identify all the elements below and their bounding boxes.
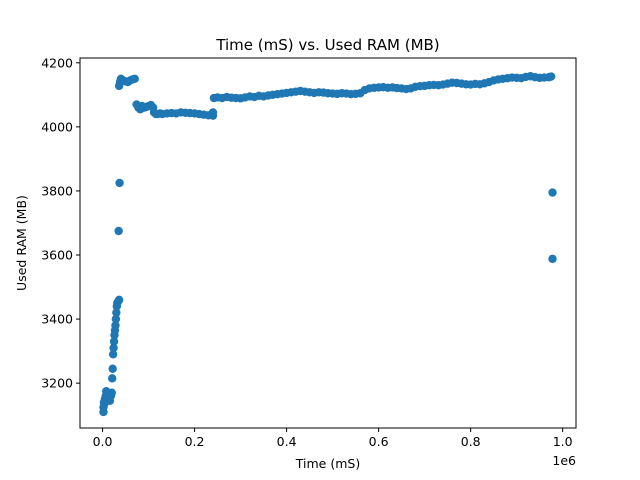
y-tick-label: 3200 [41,376,73,391]
y-axis-label: Used RAM (MB) [14,195,29,291]
x-tick-label: 0.0 [93,434,113,449]
y-tick-label: 4000 [41,119,73,134]
data-point [548,254,557,264]
x-tick-label: 0.6 [369,434,389,449]
y-tick-label: 4200 [41,55,73,70]
data-point [115,178,124,188]
y-tick-label: 3400 [41,312,73,327]
data-point [546,72,556,81]
x-tick-label: 0.2 [185,434,205,449]
data-point [112,308,121,317]
x-tick-label: 0.4 [277,434,297,449]
x-axis: 0.0 0.2 0.4 0.6 0.8 1.0 [93,428,573,449]
data-point [109,343,118,353]
x-tick-label: 1.0 [553,434,573,449]
data-point [108,374,117,383]
chart-title: Time (mS) vs. Used RAM (MB) [215,36,439,54]
y-tick-label: 3800 [41,183,73,198]
data-point [114,295,124,305]
y-axis: 3200 3400 3600 3800 4000 4200 [41,55,80,391]
data-point [108,364,117,373]
data-point [107,388,116,397]
data-point [111,314,121,324]
data-point [208,108,218,117]
data-point [108,350,118,359]
x-axis-label: Time (mS) [295,456,360,471]
data-point [109,337,119,346]
data-point [130,74,139,84]
data-point [548,188,557,197]
plot-area-frame [79,57,577,429]
y-tick-label: 3600 [41,248,73,263]
data-points [99,72,557,417]
x-tick-label: 0.8 [461,434,481,449]
data-point [111,321,120,330]
x-axis-offset-label: 1e6 [552,453,576,468]
data-point [114,226,123,236]
